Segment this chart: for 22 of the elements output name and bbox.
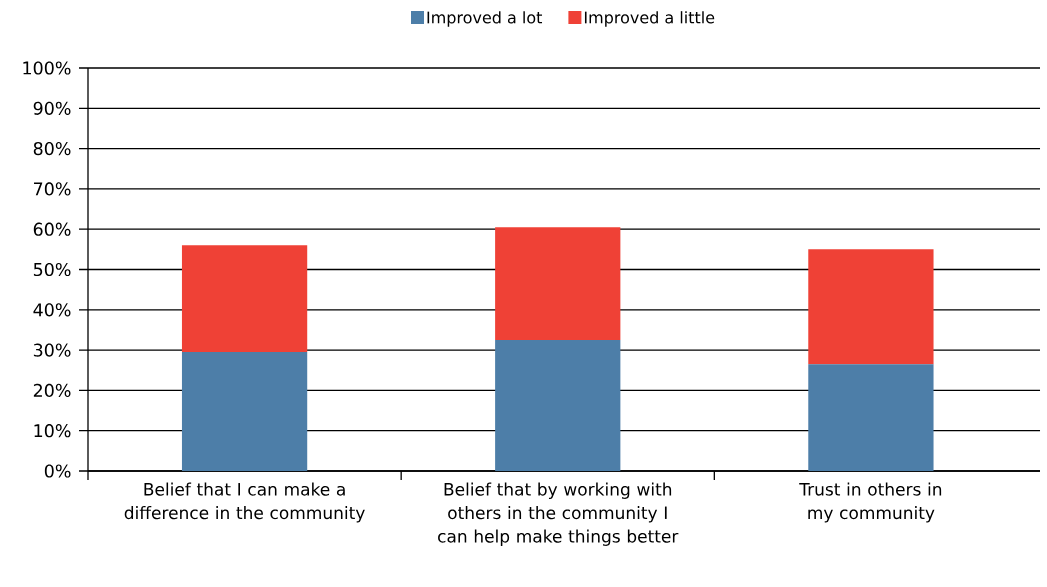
bar bbox=[808, 249, 934, 365]
y-tick-label: 80% bbox=[33, 141, 71, 156]
y-tick-label: 0% bbox=[44, 464, 71, 478]
y-tick-label: 90% bbox=[33, 101, 71, 115]
y-tick-label: 70% bbox=[34, 182, 71, 196]
y-tick-label: 20% bbox=[33, 383, 71, 398]
bar bbox=[181, 245, 308, 353]
legend-label: Improved a lot bbox=[427, 11, 543, 27]
y-tick-label: 40% bbox=[33, 303, 71, 317]
legend-label: Improved a little bbox=[584, 11, 715, 27]
y-tick-label: 10% bbox=[34, 424, 71, 438]
bar bbox=[495, 340, 621, 471]
x-tick-label: Belief that I can make a difference in the community bbox=[124, 482, 365, 523]
bar bbox=[808, 364, 934, 471]
y-tick-label: 60% bbox=[33, 222, 71, 236]
y-tick-label: 100% bbox=[23, 61, 71, 75]
bar bbox=[495, 227, 621, 341]
bar bbox=[181, 352, 308, 471]
y-tick-label: 30% bbox=[33, 343, 71, 357]
x-tick-label: Trust in others in my community bbox=[799, 482, 942, 523]
y-tick-label: 50% bbox=[33, 262, 71, 277]
x-tick-label: Belief that by working with others in the community I can help make things better bbox=[438, 482, 679, 546]
